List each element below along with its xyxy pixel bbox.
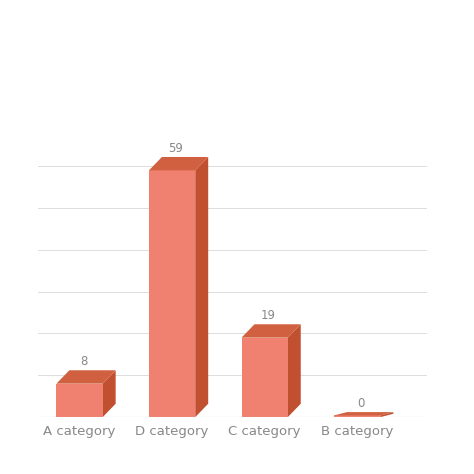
Polygon shape: [56, 370, 116, 383]
Polygon shape: [103, 370, 116, 417]
Polygon shape: [149, 157, 208, 170]
Text: 8: 8: [80, 355, 87, 368]
Polygon shape: [334, 412, 393, 415]
Text: 0: 0: [357, 397, 365, 410]
Bar: [242, 337, 288, 417]
Polygon shape: [288, 324, 301, 417]
Text: 59: 59: [169, 142, 183, 155]
Polygon shape: [195, 157, 208, 417]
Bar: [149, 170, 195, 417]
Bar: [56, 383, 103, 417]
Text: 19: 19: [261, 309, 276, 322]
Polygon shape: [380, 412, 393, 417]
Bar: [334, 415, 380, 417]
Polygon shape: [242, 324, 301, 337]
